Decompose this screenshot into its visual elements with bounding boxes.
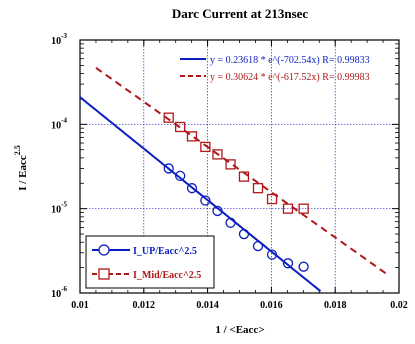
- x-tick-label: 0.012: [133, 300, 156, 311]
- x-tick-label: 0.01: [71, 300, 89, 311]
- x-tick-label: 0.018: [324, 300, 347, 311]
- fit-line-1: [79, 96, 322, 292]
- series-1-point: [212, 205, 223, 217]
- series-2-point: [238, 171, 250, 182]
- y-tick-label: 10-6: [51, 285, 67, 300]
- y-tick-label: 10-3: [51, 32, 67, 47]
- series-2-point: [175, 121, 186, 133]
- series-2-point: [186, 131, 198, 142]
- y-tick-label: 10-5: [51, 201, 67, 216]
- y-axis-label-exponent: 2.5: [13, 145, 22, 155]
- x-axis-label: 1 / <Eacc>: [215, 324, 264, 336]
- y-tick-label: 10-4: [51, 116, 67, 131]
- y-axis: 10-6 10-5 10-4 10-3: [51, 32, 399, 300]
- fit-equations: y = 0.23618 * e^(-702.54x) R= 0.99833 y =…: [180, 55, 370, 83]
- fit-equation-1: y = 0.23618 * e^(-702.54x) R= 0.99833: [210, 55, 370, 66]
- series-1-point: [238, 228, 250, 240]
- data-points: [163, 112, 309, 272]
- series-2-point: [252, 183, 264, 194]
- series-1-point: [163, 163, 174, 174]
- x-tick-label: 0.016: [260, 300, 283, 311]
- series-1-point: [225, 217, 236, 228]
- chart-title: Darc Current at 213nsec: [172, 6, 309, 21]
- series-1-point: [298, 261, 309, 272]
- legend: I_UP/Eacc^2.5 I_Mid/Eacc^2.5: [85, 235, 215, 289]
- series-2-point: [266, 193, 278, 205]
- series-1-point: [282, 258, 294, 269]
- fit-lines: [79, 66, 390, 292]
- y-axis-label-base: I / Eacc: [17, 155, 29, 191]
- series-1-point: [252, 240, 264, 252]
- x-tick-label: 0.02: [390, 300, 408, 311]
- series-1-point: [200, 195, 211, 206]
- series-2-point: [282, 203, 294, 214]
- series-1-point: [266, 249, 278, 260]
- x-axis: 0.01 0.012 0.014 0.016 0.018 0.02: [71, 40, 408, 311]
- x-tick-label: 0.014: [196, 300, 219, 311]
- series-2-point: [200, 141, 211, 153]
- fit-equation-2: y = 0.30624 * e^(-617.52x) R= 0.99983: [210, 72, 370, 83]
- series-1-point: [175, 170, 186, 181]
- legend-label-2: I_Mid/Eacc^2.5: [133, 270, 201, 281]
- series-2-point: [212, 149, 223, 160]
- series-2-point: [298, 203, 309, 214]
- legend-label-1: I_UP/Eacc^2.5: [133, 246, 197, 257]
- legend-marker-2: [98, 268, 110, 280]
- series-2-point: [163, 112, 174, 123]
- series-1-point: [186, 183, 198, 194]
- legend-marker-1: [98, 244, 110, 256]
- series-2-point: [225, 159, 236, 170]
- y-axis-label: I / Eacc2.5: [13, 145, 29, 190]
